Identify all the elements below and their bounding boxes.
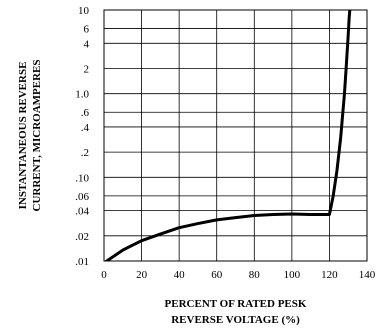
tick-labels: 0 20 40 60 80 100 120 140 .01 .02 .04 .06 .10 .2 .4 .6 1… [75, 5, 376, 281]
y-tick-label: .2 [81, 147, 89, 159]
x-tick-label: 40 [174, 269, 186, 281]
y-tick-label: .4 [81, 122, 90, 134]
y-tick-label: .06 [75, 191, 89, 203]
x-tick-label: 20 [136, 269, 148, 281]
plot-frame [103, 9, 368, 262]
x-tick-label: 100 [284, 269, 301, 281]
series-line-0 [104, 10, 352, 261]
x-tick-label: 0 [101, 269, 107, 281]
y-tick-label: .04 [75, 206, 89, 218]
y-axis-label-line-1: INSTANTANEOUS REVERSE [17, 62, 29, 210]
y-tick-label: 2 [84, 63, 90, 75]
y-tick-label: .02 [75, 231, 89, 243]
x-tick-label: 80 [249, 269, 261, 281]
y-axis-label-line-2: CURRENT, MICROAMPERES [31, 60, 43, 212]
x-axis-label-line-1: PERCENT OF RATED PESK [165, 298, 307, 310]
y-tick-label: 10 [78, 5, 90, 17]
series-layer [104, 10, 352, 261]
y-tick-label: .01 [75, 256, 89, 268]
y-tick-label: 4 [84, 38, 90, 50]
x-tick-label: 140 [359, 269, 376, 281]
x-tick-label: 120 [321, 269, 338, 281]
x-tick-label: 60 [211, 269, 223, 281]
x-axis-label-line-2: REVERSE VOLTAGE (%) [171, 314, 300, 326]
y-tick-label: .10 [75, 172, 89, 184]
y-tick-label: 1.0 [75, 89, 89, 101]
grid-lines [103, 9, 368, 262]
y-tick-label: .6 [81, 107, 90, 119]
y-tick-label: 6 [84, 24, 90, 36]
